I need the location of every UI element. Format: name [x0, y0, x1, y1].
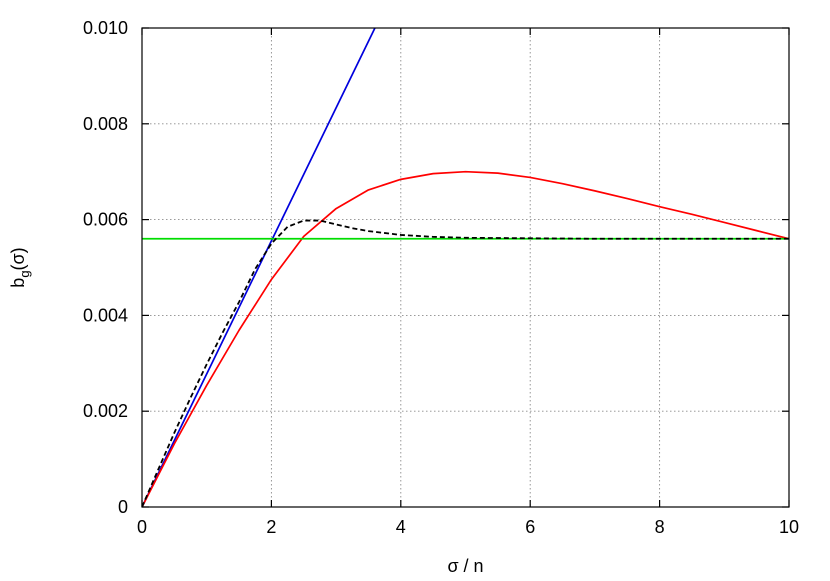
- axis-labels: σ / n bg(σ): [8, 247, 484, 576]
- y-tick-label: 0.002: [83, 401, 128, 421]
- y-axis-label: bg(σ): [8, 247, 32, 287]
- y-tick-label: 0.006: [83, 210, 128, 230]
- y-tick-label: 0: [118, 497, 128, 517]
- axis-ticks: 0 2 4 6 8 10 0 0.002 0.004 0.006 0.008 0.010: [83, 18, 799, 537]
- y-axis-label-subscript: g: [17, 270, 32, 277]
- plot-frame: [141, 27, 790, 508]
- series-blue-line: [142, 28, 376, 507]
- x-tick-label: 10: [779, 517, 799, 537]
- x-axis-label: σ / n: [447, 556, 483, 576]
- y-tick-label: 0.010: [83, 18, 128, 38]
- y-tick-label: 0.004: [83, 305, 128, 325]
- x-tick-label: 6: [525, 517, 535, 537]
- x-tick-label: 0: [137, 517, 147, 537]
- x-tick-label: 2: [266, 517, 276, 537]
- grid: [142, 28, 789, 507]
- y-axis-label-base: b: [8, 278, 28, 288]
- x-tick-label: 8: [655, 517, 665, 537]
- x-tick-label: 4: [396, 517, 406, 537]
- y-axis-label-argument: (σ): [8, 247, 28, 270]
- series-black-dashed-curve: [142, 219, 789, 507]
- plot-area: [142, 28, 789, 507]
- series-red-curve: [142, 170, 789, 507]
- y-tick-label: 0.008: [83, 114, 128, 134]
